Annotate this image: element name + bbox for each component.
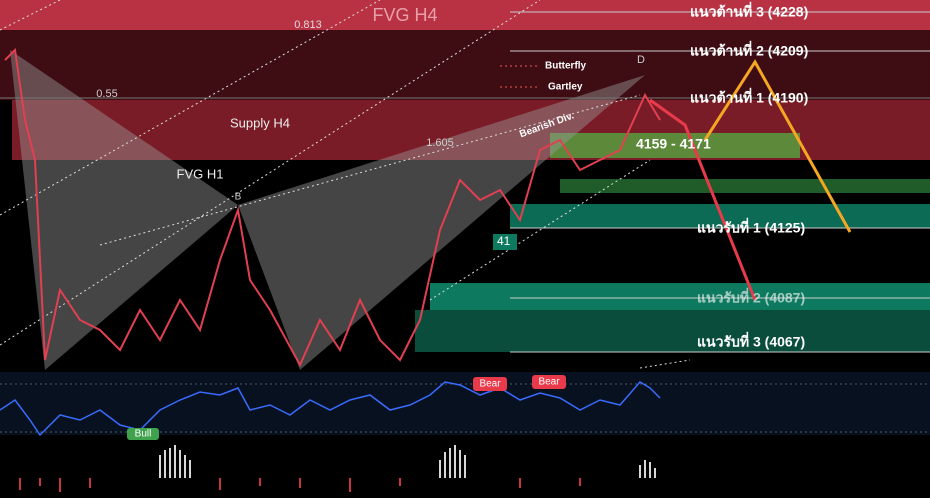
entry-zone-label: 4159 - 4171: [636, 136, 711, 152]
pattern-leg: [10, 50, 238, 370]
green-zone: [560, 179, 930, 193]
price-path: [4, 47, 661, 368]
signal-badge: [127, 428, 159, 440]
support-2-zone: [430, 283, 930, 310]
signal-badge: [532, 375, 566, 389]
butterfly-label: Butterfly: [545, 61, 587, 72]
support-label: แนวรับที่ 2 (4087): [697, 288, 805, 306]
resistance-label: แนวต้านที่ 2 (4209): [690, 41, 808, 59]
support-label: แนวรับที่ 1 (4125): [697, 218, 805, 236]
bullish-arrow: [703, 59, 852, 233]
resistance-label: แนวต้านที่ 1 (4190): [690, 88, 808, 106]
price-tag-bg: [493, 234, 517, 250]
dotted-lines: [0, 0, 691, 369]
resistance-label: แนวต้านที่ 3 (4228): [690, 2, 808, 20]
point-label: B: [235, 192, 242, 203]
fvg-h4-label: FVG H4: [372, 5, 437, 25]
signal-label: Bear: [538, 377, 560, 388]
fvg-h4-zone: [0, 0, 930, 30]
rsi-line: [0, 381, 661, 437]
point-label: D: [637, 54, 645, 66]
fib-label: 0.55: [96, 88, 117, 100]
support-3-zone: [415, 310, 930, 352]
bearish-arrow: [649, 98, 757, 301]
signal-label: Bull: [135, 429, 152, 440]
fvg-h1-label: FVG H1: [177, 166, 224, 181]
supply-h4-label: Supply H4: [230, 115, 290, 130]
histogram: [159, 445, 656, 478]
red-zone: [0, 30, 930, 100]
fib-label: 1.605: [426, 137, 454, 149]
signal-label: Bear: [479, 379, 501, 390]
entry-zone: [550, 133, 800, 158]
histogram: [19, 478, 581, 492]
rsi-panel: [0, 372, 930, 435]
gartley-label: Gartley: [548, 82, 583, 93]
signal-badge: [473, 377, 507, 391]
support-label: แนวรับที่ 3 (4067): [697, 332, 805, 350]
fib-label: 0.813: [294, 19, 322, 31]
price-tag: 41: [497, 234, 511, 248]
